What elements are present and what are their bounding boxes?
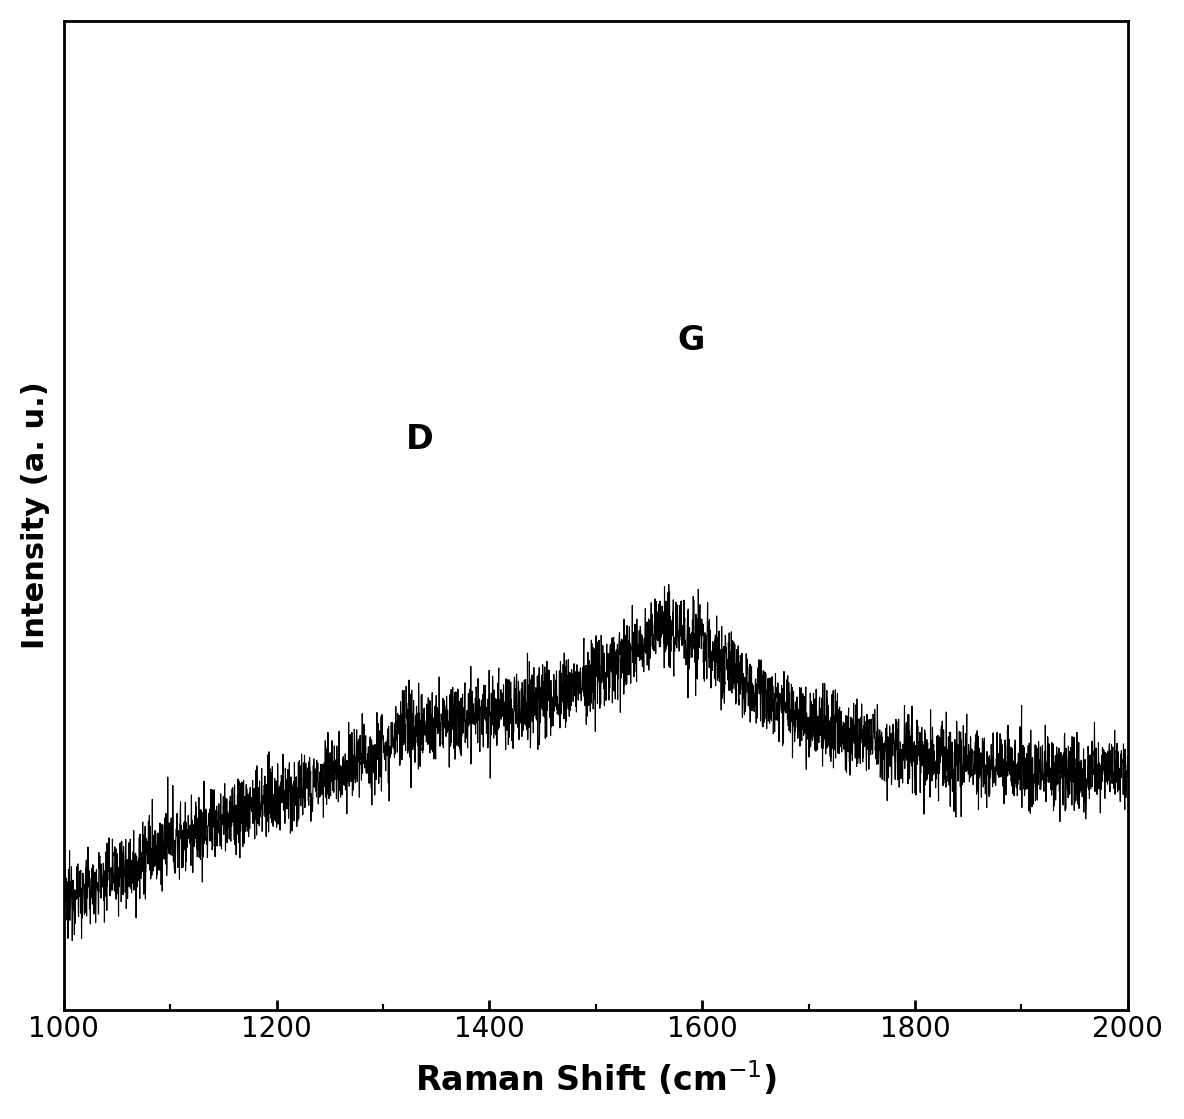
Y-axis label: Intensity (a. u.): Intensity (a. u.) xyxy=(21,382,50,649)
Text: D: D xyxy=(406,423,435,457)
X-axis label: Raman Shift (cm$^{-1}$): Raman Shift (cm$^{-1}$) xyxy=(414,1060,777,1098)
Text: G: G xyxy=(677,325,706,357)
